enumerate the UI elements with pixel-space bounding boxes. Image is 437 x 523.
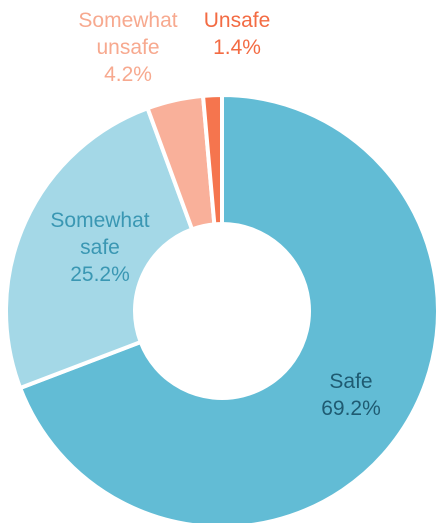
slice-somewhat-safe [4,106,195,390]
slice-value-label: 69.2% [321,397,381,420]
slice-unsafe [201,93,224,227]
slice-category-label: Somewhat [50,209,149,232]
slice-label-unsafe: Unsafe 1.4% [204,9,271,59]
slice-category-label: Somewhat [78,9,177,32]
slice-label-somewhat-unsafe: Somewhat unsafe 4.2% [78,9,177,86]
slice-category-label: Unsafe [204,9,271,32]
slice-category-label: safe [80,236,120,259]
slice-label-safe: Safe 69.2% [321,370,381,420]
slice-value-label: 4.2% [104,63,152,86]
slice-label-somewhat-safe: Somewhat safe 25.2% [50,209,149,286]
slice-category-label: Safe [329,370,372,393]
slice-value-label: 1.4% [213,36,261,59]
slice-safe [18,93,437,523]
slice-value-label: 25.2% [70,263,130,286]
slice-category-label: unsafe [96,36,159,59]
